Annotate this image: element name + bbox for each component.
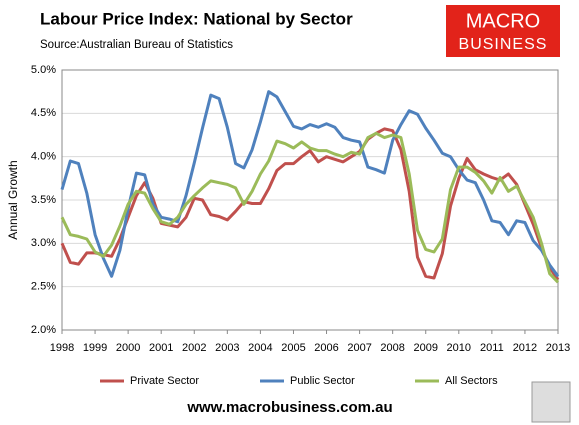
series-line (60, 131, 560, 284)
y-tick-label: 2.5% (31, 281, 56, 293)
legend-label: All Sectors (445, 375, 498, 387)
wolf-icon (531, 381, 571, 423)
legend-label: Public Sector (290, 375, 355, 387)
y-tick-label: 4.0% (31, 151, 56, 163)
x-tick-label: 2004 (248, 342, 272, 354)
x-tick-label: 2005 (281, 342, 305, 354)
x-tick-label: 2010 (447, 342, 471, 354)
footer: www.macrobusiness.com.au (186, 399, 392, 416)
chart-subtitle: Source:Australian Bureau of Statistics (40, 39, 233, 51)
x-tick-label: 2007 (347, 342, 371, 354)
logo-box (446, 5, 560, 57)
x-tick-label: 1998 (50, 342, 74, 354)
x-tick-label: 2006 (314, 342, 338, 354)
y-tick-label: 3.5% (31, 194, 56, 206)
x-tick-label: 2002 (182, 342, 206, 354)
x-tick-label: 2000 (116, 342, 140, 354)
y-tick-label: 2.0% (31, 324, 56, 336)
x-tick-label: 2011 (480, 342, 504, 354)
series-line (60, 90, 560, 278)
logo-text: MACRO (466, 10, 540, 32)
chart-title: Labour Price Index: National by Sector (40, 9, 353, 28)
legend-label: Private Sector (130, 375, 199, 387)
y-tick-label: 4.5% (31, 107, 56, 119)
x-tick-label: 1999 (83, 342, 107, 354)
x-tick-label: 2003 (215, 342, 239, 354)
x-tick-label: 2001 (149, 342, 173, 354)
plot-frame (61, 69, 559, 331)
x-tick-label: 2013 (546, 342, 570, 354)
x-tick-label: 2012 (513, 342, 537, 354)
x-tick-label: 2009 (413, 342, 437, 354)
series-line (60, 127, 560, 281)
x-tick-label: 2008 (380, 342, 404, 354)
logo-text: BUSINESS (459, 36, 548, 53)
y-tick-label: 3.0% (31, 237, 56, 249)
y-axis-label: Annual Growth (6, 160, 20, 239)
y-tick-label: 5.0% (31, 64, 56, 76)
